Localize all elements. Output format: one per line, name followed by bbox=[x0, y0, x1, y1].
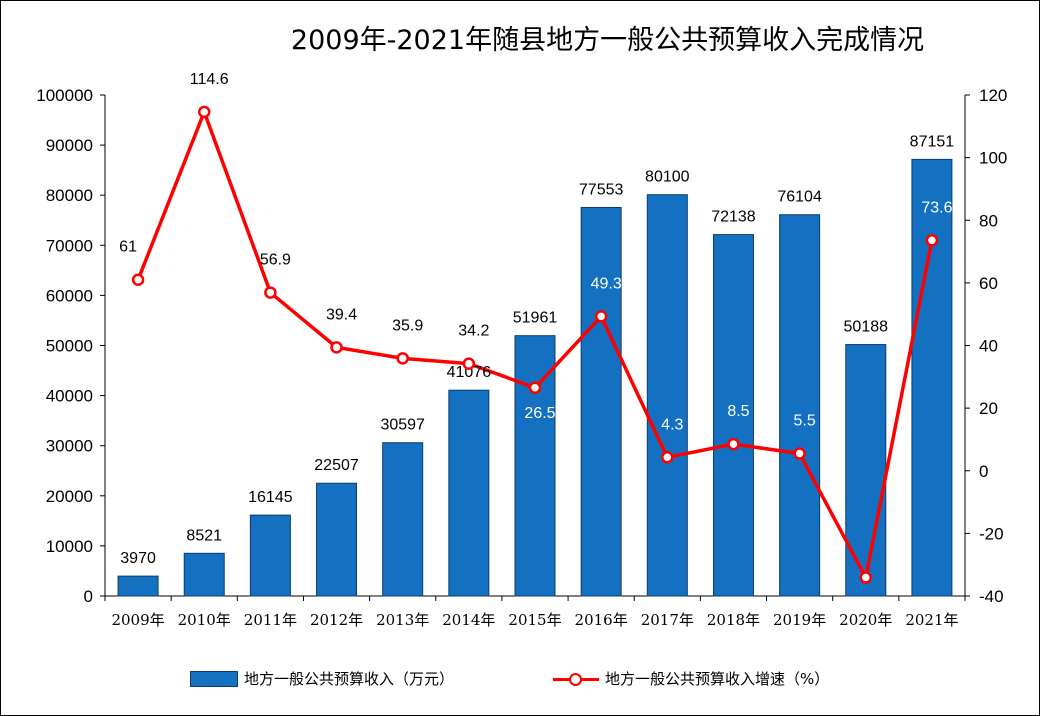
line-marker bbox=[727, 437, 740, 451]
bar bbox=[779, 214, 821, 597]
bar bbox=[316, 482, 358, 597]
left-tick-label: 0 bbox=[84, 587, 93, 606]
x-tick-label: 2016年 bbox=[575, 611, 628, 629]
line-value-label: 61 bbox=[119, 239, 137, 256]
bar bbox=[382, 442, 424, 597]
line-value-label: 8.5 bbox=[727, 403, 749, 420]
line-value-label: 49.3 bbox=[591, 275, 622, 292]
bar bbox=[580, 206, 622, 597]
line-marker bbox=[528, 381, 542, 395]
legend-line-label: 地方一般公共预算收入增速（%） bbox=[605, 670, 830, 688]
bar bbox=[712, 234, 754, 597]
bar-value-label: 72138 bbox=[711, 209, 756, 226]
chart-title: 2009年-2021年随县地方一般公共预算收入完成情况 bbox=[290, 25, 925, 56]
x-tick-label: 2017年 bbox=[641, 611, 694, 629]
line-value-label: -34.1 bbox=[853, 595, 890, 612]
line-marker bbox=[661, 451, 674, 464]
line-value-label: 35.9 bbox=[392, 317, 423, 334]
bar-value-label: 50188 bbox=[844, 319, 889, 336]
bar bbox=[514, 335, 556, 597]
bar-value-label: 30597 bbox=[380, 417, 425, 434]
right-tick-label: -20 bbox=[979, 524, 1004, 543]
line-value-label: 34.2 bbox=[458, 323, 489, 340]
x-tick-label: 2020年 bbox=[839, 611, 892, 629]
line-marker bbox=[197, 105, 211, 119]
line-marker bbox=[859, 571, 873, 584]
bar-value-label: 3970 bbox=[120, 550, 156, 567]
left-tick-label: 60000 bbox=[46, 286, 93, 305]
line-value-label: 4.3 bbox=[661, 416, 683, 433]
line-value-label: 114.6 bbox=[190, 71, 229, 88]
right-tick-label: 60 bbox=[979, 274, 998, 293]
line-marker bbox=[330, 341, 343, 354]
legend-bar-swatch bbox=[190, 670, 238, 687]
right-tick-label: 100 bbox=[979, 149, 1007, 168]
left-tick-label: 70000 bbox=[46, 236, 93, 255]
bar-value-label: 16145 bbox=[248, 489, 293, 506]
line-marker bbox=[131, 273, 145, 286]
line-marker bbox=[594, 310, 608, 323]
legend-line-swatch bbox=[553, 672, 599, 686]
left-tick-label: 10000 bbox=[46, 537, 93, 556]
bar-value-label: 8521 bbox=[186, 527, 222, 544]
bar-value-label: 87151 bbox=[910, 133, 955, 150]
legend-bar-label: 地方一般公共预算收入（万元） bbox=[244, 670, 455, 688]
bar bbox=[845, 344, 887, 597]
bar-value-label: 51961 bbox=[513, 310, 558, 327]
x-tick-label: 2010年 bbox=[178, 611, 231, 629]
line-marker bbox=[925, 234, 939, 247]
bar bbox=[183, 552, 225, 597]
bar bbox=[448, 389, 490, 597]
right-tick-label: 20 bbox=[979, 399, 998, 418]
line-marker bbox=[264, 286, 277, 299]
left-tick-label: 90000 bbox=[46, 136, 93, 155]
bar-value-label: 77553 bbox=[579, 181, 624, 198]
left-tick-label: 50000 bbox=[46, 337, 93, 356]
line-marker bbox=[396, 352, 409, 365]
bar-value-label: 80100 bbox=[645, 169, 690, 186]
right-tick-label: 120 bbox=[979, 86, 1007, 105]
x-tick-label: 2013年 bbox=[376, 611, 429, 629]
x-tick-label: 2012年 bbox=[310, 611, 363, 629]
left-tick-label: 40000 bbox=[46, 387, 93, 406]
line-value-label: 56.9 bbox=[260, 252, 291, 269]
bar bbox=[911, 158, 953, 597]
right-tick-label: 80 bbox=[979, 211, 998, 230]
x-tick-label: 2019年 bbox=[773, 611, 826, 629]
bar bbox=[117, 575, 159, 597]
x-tick-label: 2009年 bbox=[111, 611, 164, 629]
line-value-label: 26.5 bbox=[524, 405, 555, 422]
line-value-label: 73.6 bbox=[921, 199, 952, 216]
line-value-label: 39.4 bbox=[326, 306, 357, 323]
left-tick-label: 100000 bbox=[36, 86, 93, 105]
x-tick-label: 2018年 bbox=[707, 611, 760, 629]
line-marker bbox=[462, 357, 476, 370]
bar-value-label: 22507 bbox=[314, 457, 359, 474]
right-tick-label: 0 bbox=[979, 462, 988, 481]
x-tick-label: 2021年 bbox=[905, 611, 958, 629]
x-tick-label: 2011年 bbox=[244, 611, 297, 629]
left-tick-label: 20000 bbox=[46, 487, 93, 506]
bar bbox=[646, 194, 688, 597]
bar bbox=[249, 514, 291, 597]
line-marker bbox=[793, 447, 806, 460]
left-tick-label: 30000 bbox=[46, 437, 93, 456]
legend: 地方一般公共预算收入（万元） 地方一般公共预算收入增速（%） bbox=[0, 664, 1040, 694]
line-value-label: 5.5 bbox=[793, 413, 815, 430]
legend-item-bar: 地方一般公共预算收入（万元） bbox=[190, 668, 454, 689]
x-tick-label: 2014年 bbox=[442, 611, 495, 629]
x-tick-label: 2015年 bbox=[508, 611, 561, 629]
left-tick-label: 80000 bbox=[46, 186, 93, 205]
legend-item-line: 地方一般公共预算收入增速（%） bbox=[553, 668, 829, 689]
right-tick-label: 40 bbox=[979, 337, 998, 356]
bar-value-label: 76104 bbox=[777, 189, 822, 206]
right-tick-label: -40 bbox=[979, 587, 1004, 606]
bar-value-label: 41076 bbox=[447, 364, 492, 381]
